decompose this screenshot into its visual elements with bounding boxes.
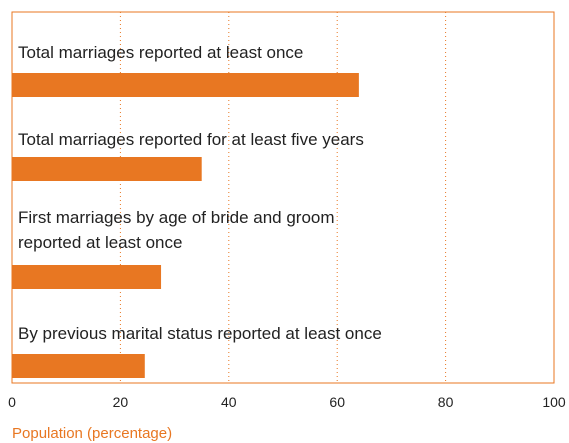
x-axis-title: Population (percentage) (12, 425, 172, 442)
x-tick-label: 0 (8, 394, 16, 410)
x-tick-label: 80 (438, 394, 454, 410)
category-label: By previous marital status reported at l… (18, 324, 382, 343)
category-label: Total marriages reported at least once (18, 43, 304, 62)
plot-border (11, 11, 555, 384)
x-tick-label: 20 (113, 394, 129, 410)
x-tick-label: 40 (221, 394, 237, 410)
category-label: First marriages by age of bride and groo… (18, 208, 335, 252)
category-label: Total marriages reported for at least fi… (18, 130, 364, 149)
x-tick-label: 60 (329, 394, 345, 410)
x-tick-label: 100 (542, 394, 566, 410)
bar (12, 354, 145, 378)
bar (12, 265, 162, 289)
bar (12, 157, 202, 181)
bar (12, 73, 359, 97)
